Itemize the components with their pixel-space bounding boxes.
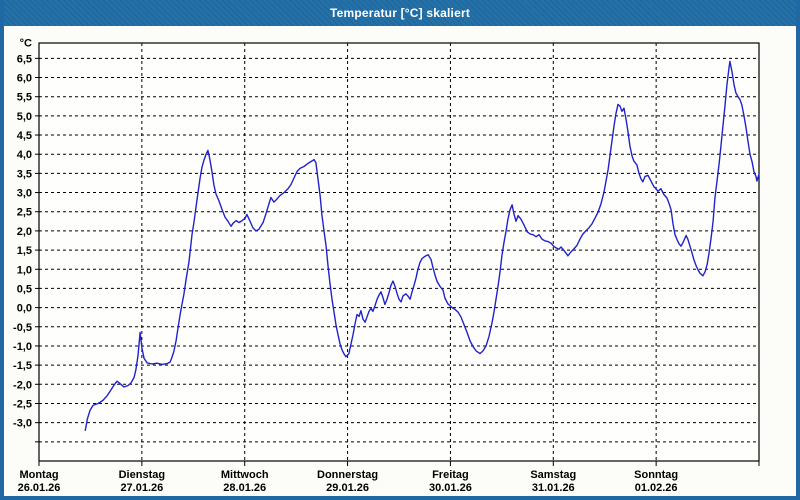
chart-canvas: 6,5 6,0 5,5 5,0 4,5 4,0 3,5 3,0 2,5 2,0 1,5 1,0 0,5 0… <box>4 26 796 496</box>
y-tick-label: 2,5 <box>17 207 32 219</box>
day-name-label: Dienstag <box>119 469 165 481</box>
day-date-label: 26.01.26 <box>18 482 61 494</box>
day-date-label: 27.01.26 <box>120 482 163 494</box>
plot-area <box>39 43 759 461</box>
y-tick-label: -2,0 <box>13 379 32 391</box>
y-axis-unit-label: °C <box>20 37 32 49</box>
day-name-label: Freitag <box>432 469 469 481</box>
day-name-label: Sonntag <box>634 469 678 481</box>
title-bar: Temperatur [°C] skaliert <box>4 0 796 26</box>
day-date-label: 29.01.26 <box>326 482 369 494</box>
day-name-label: Samstag <box>530 469 576 481</box>
y-tick-label: 3,5 <box>17 168 32 180</box>
y-tick-label: -1,5 <box>13 360 32 372</box>
day-date-label: 31.01.26 <box>532 482 575 494</box>
day-date-label: 01.02.26 <box>635 482 678 494</box>
plot-frame <box>38 42 760 462</box>
y-tick-label: -1,0 <box>13 341 32 353</box>
day-name-label: Montag <box>19 469 58 481</box>
y-tick-label: 1,5 <box>17 245 32 257</box>
y-axis-labels: 6,5 6,0 5,5 5,0 4,5 4,0 3,5 3,0 2,5 2,0 1,5 1,0 0,5 0… <box>13 53 39 443</box>
y-tick-label: 2,0 <box>17 226 32 238</box>
temperature-chart: 6,5 6,0 5,5 5,0 4,5 4,0 3,5 3,0 2,5 2,0 1,5 1,0 0,5 0… <box>13 37 760 494</box>
y-tick-label: 5,5 <box>17 92 32 104</box>
y-tick-label: -0,5 <box>13 322 32 334</box>
day-name-label: Mittwoch <box>221 469 269 481</box>
window-title: Temperatur [°C] skaliert <box>329 6 471 20</box>
y-tick-label: 6,5 <box>17 53 32 65</box>
x-gridlines <box>141 43 657 461</box>
y-tick-label: 6,0 <box>17 73 32 85</box>
y-tick-label: 0,5 <box>17 283 32 295</box>
y-tick-label: 0,0 <box>17 303 32 315</box>
day-date-label: 28.01.26 <box>223 482 266 494</box>
x-axis-ticks <box>38 461 760 466</box>
y-tick-label: -2,5 <box>13 398 32 410</box>
y-tick-label: 4,0 <box>17 149 32 161</box>
y-tick-label: 5,0 <box>17 111 32 123</box>
day-date-label: 30.01.26 <box>429 482 472 494</box>
y-tick-label: 4,5 <box>17 130 32 142</box>
y-gridlines <box>39 57 759 443</box>
temperature-line <box>84 60 760 431</box>
y-tick-label: -3,0 <box>13 418 32 430</box>
y-tick-label: 3,0 <box>17 188 32 200</box>
y-tick-label: 1,0 <box>17 264 32 276</box>
day-name-label: Donnerstag <box>317 469 378 481</box>
